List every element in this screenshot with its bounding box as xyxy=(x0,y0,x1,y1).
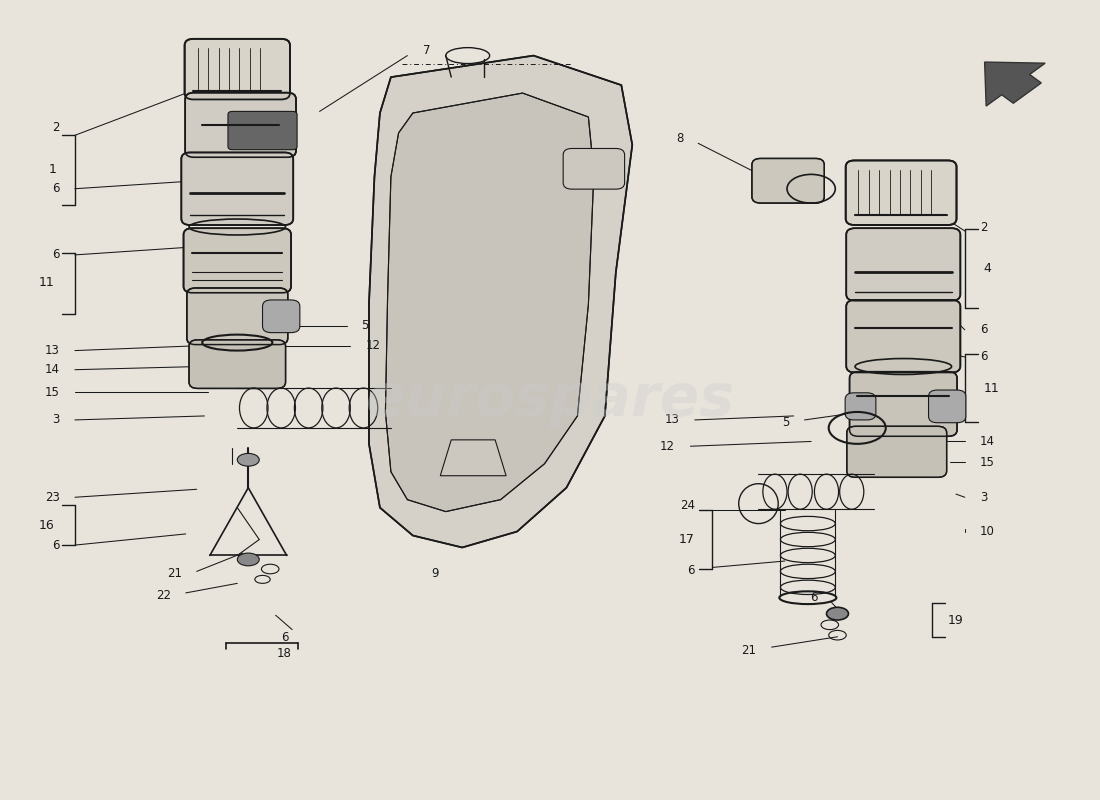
FancyBboxPatch shape xyxy=(846,161,957,225)
Text: 2: 2 xyxy=(52,121,59,134)
Text: 4: 4 xyxy=(983,262,991,275)
FancyBboxPatch shape xyxy=(752,158,824,203)
Text: 9: 9 xyxy=(431,567,439,580)
Text: 21: 21 xyxy=(167,567,183,580)
Text: 10: 10 xyxy=(980,525,996,538)
Text: 6: 6 xyxy=(811,591,817,604)
FancyBboxPatch shape xyxy=(846,228,960,301)
FancyBboxPatch shape xyxy=(847,426,947,478)
Text: 3: 3 xyxy=(52,414,59,426)
Text: 6: 6 xyxy=(52,182,59,195)
FancyBboxPatch shape xyxy=(182,153,294,225)
FancyBboxPatch shape xyxy=(185,93,296,158)
FancyBboxPatch shape xyxy=(263,300,300,333)
Text: 19: 19 xyxy=(947,614,962,626)
Text: 12: 12 xyxy=(660,440,675,453)
Text: 8: 8 xyxy=(676,132,684,145)
Text: 15: 15 xyxy=(980,456,996,469)
Text: 22: 22 xyxy=(156,589,172,602)
FancyBboxPatch shape xyxy=(184,228,292,293)
Text: 13: 13 xyxy=(45,344,59,357)
Text: 6: 6 xyxy=(688,564,695,577)
Text: 23: 23 xyxy=(45,490,59,504)
Text: 18: 18 xyxy=(277,647,292,660)
Text: 1: 1 xyxy=(48,163,56,176)
Text: 5: 5 xyxy=(361,319,368,332)
Text: 24: 24 xyxy=(680,498,695,512)
Polygon shape xyxy=(984,62,1045,106)
Text: 14: 14 xyxy=(44,363,59,376)
Text: 16: 16 xyxy=(39,518,54,532)
Text: 17: 17 xyxy=(679,533,695,546)
Polygon shape xyxy=(440,440,506,476)
Text: 21: 21 xyxy=(741,644,757,657)
Text: 2: 2 xyxy=(980,221,988,234)
FancyBboxPatch shape xyxy=(846,300,960,373)
Text: 11: 11 xyxy=(39,276,54,290)
Text: eurospares: eurospares xyxy=(365,371,735,429)
FancyBboxPatch shape xyxy=(928,390,966,422)
Text: 6: 6 xyxy=(980,323,988,336)
FancyBboxPatch shape xyxy=(189,340,286,389)
FancyBboxPatch shape xyxy=(228,111,297,150)
Text: 6: 6 xyxy=(282,631,288,644)
Text: 11: 11 xyxy=(983,382,999,394)
Text: 7: 7 xyxy=(422,44,430,58)
Polygon shape xyxy=(368,56,632,547)
FancyBboxPatch shape xyxy=(849,372,957,436)
Text: 3: 3 xyxy=(980,490,988,504)
Text: 5: 5 xyxy=(782,416,789,429)
FancyBboxPatch shape xyxy=(185,39,290,99)
Text: 14: 14 xyxy=(980,435,996,448)
Text: 15: 15 xyxy=(45,386,59,398)
Ellipse shape xyxy=(238,553,260,566)
FancyBboxPatch shape xyxy=(563,149,625,189)
FancyBboxPatch shape xyxy=(845,393,876,420)
Text: 12: 12 xyxy=(365,339,381,352)
Text: 6: 6 xyxy=(980,350,988,363)
Ellipse shape xyxy=(238,454,260,466)
FancyBboxPatch shape xyxy=(187,288,288,345)
Text: 6: 6 xyxy=(52,538,59,551)
Text: 13: 13 xyxy=(664,414,680,426)
Text: 6: 6 xyxy=(52,249,59,262)
Polygon shape xyxy=(385,93,594,512)
Ellipse shape xyxy=(826,607,848,620)
